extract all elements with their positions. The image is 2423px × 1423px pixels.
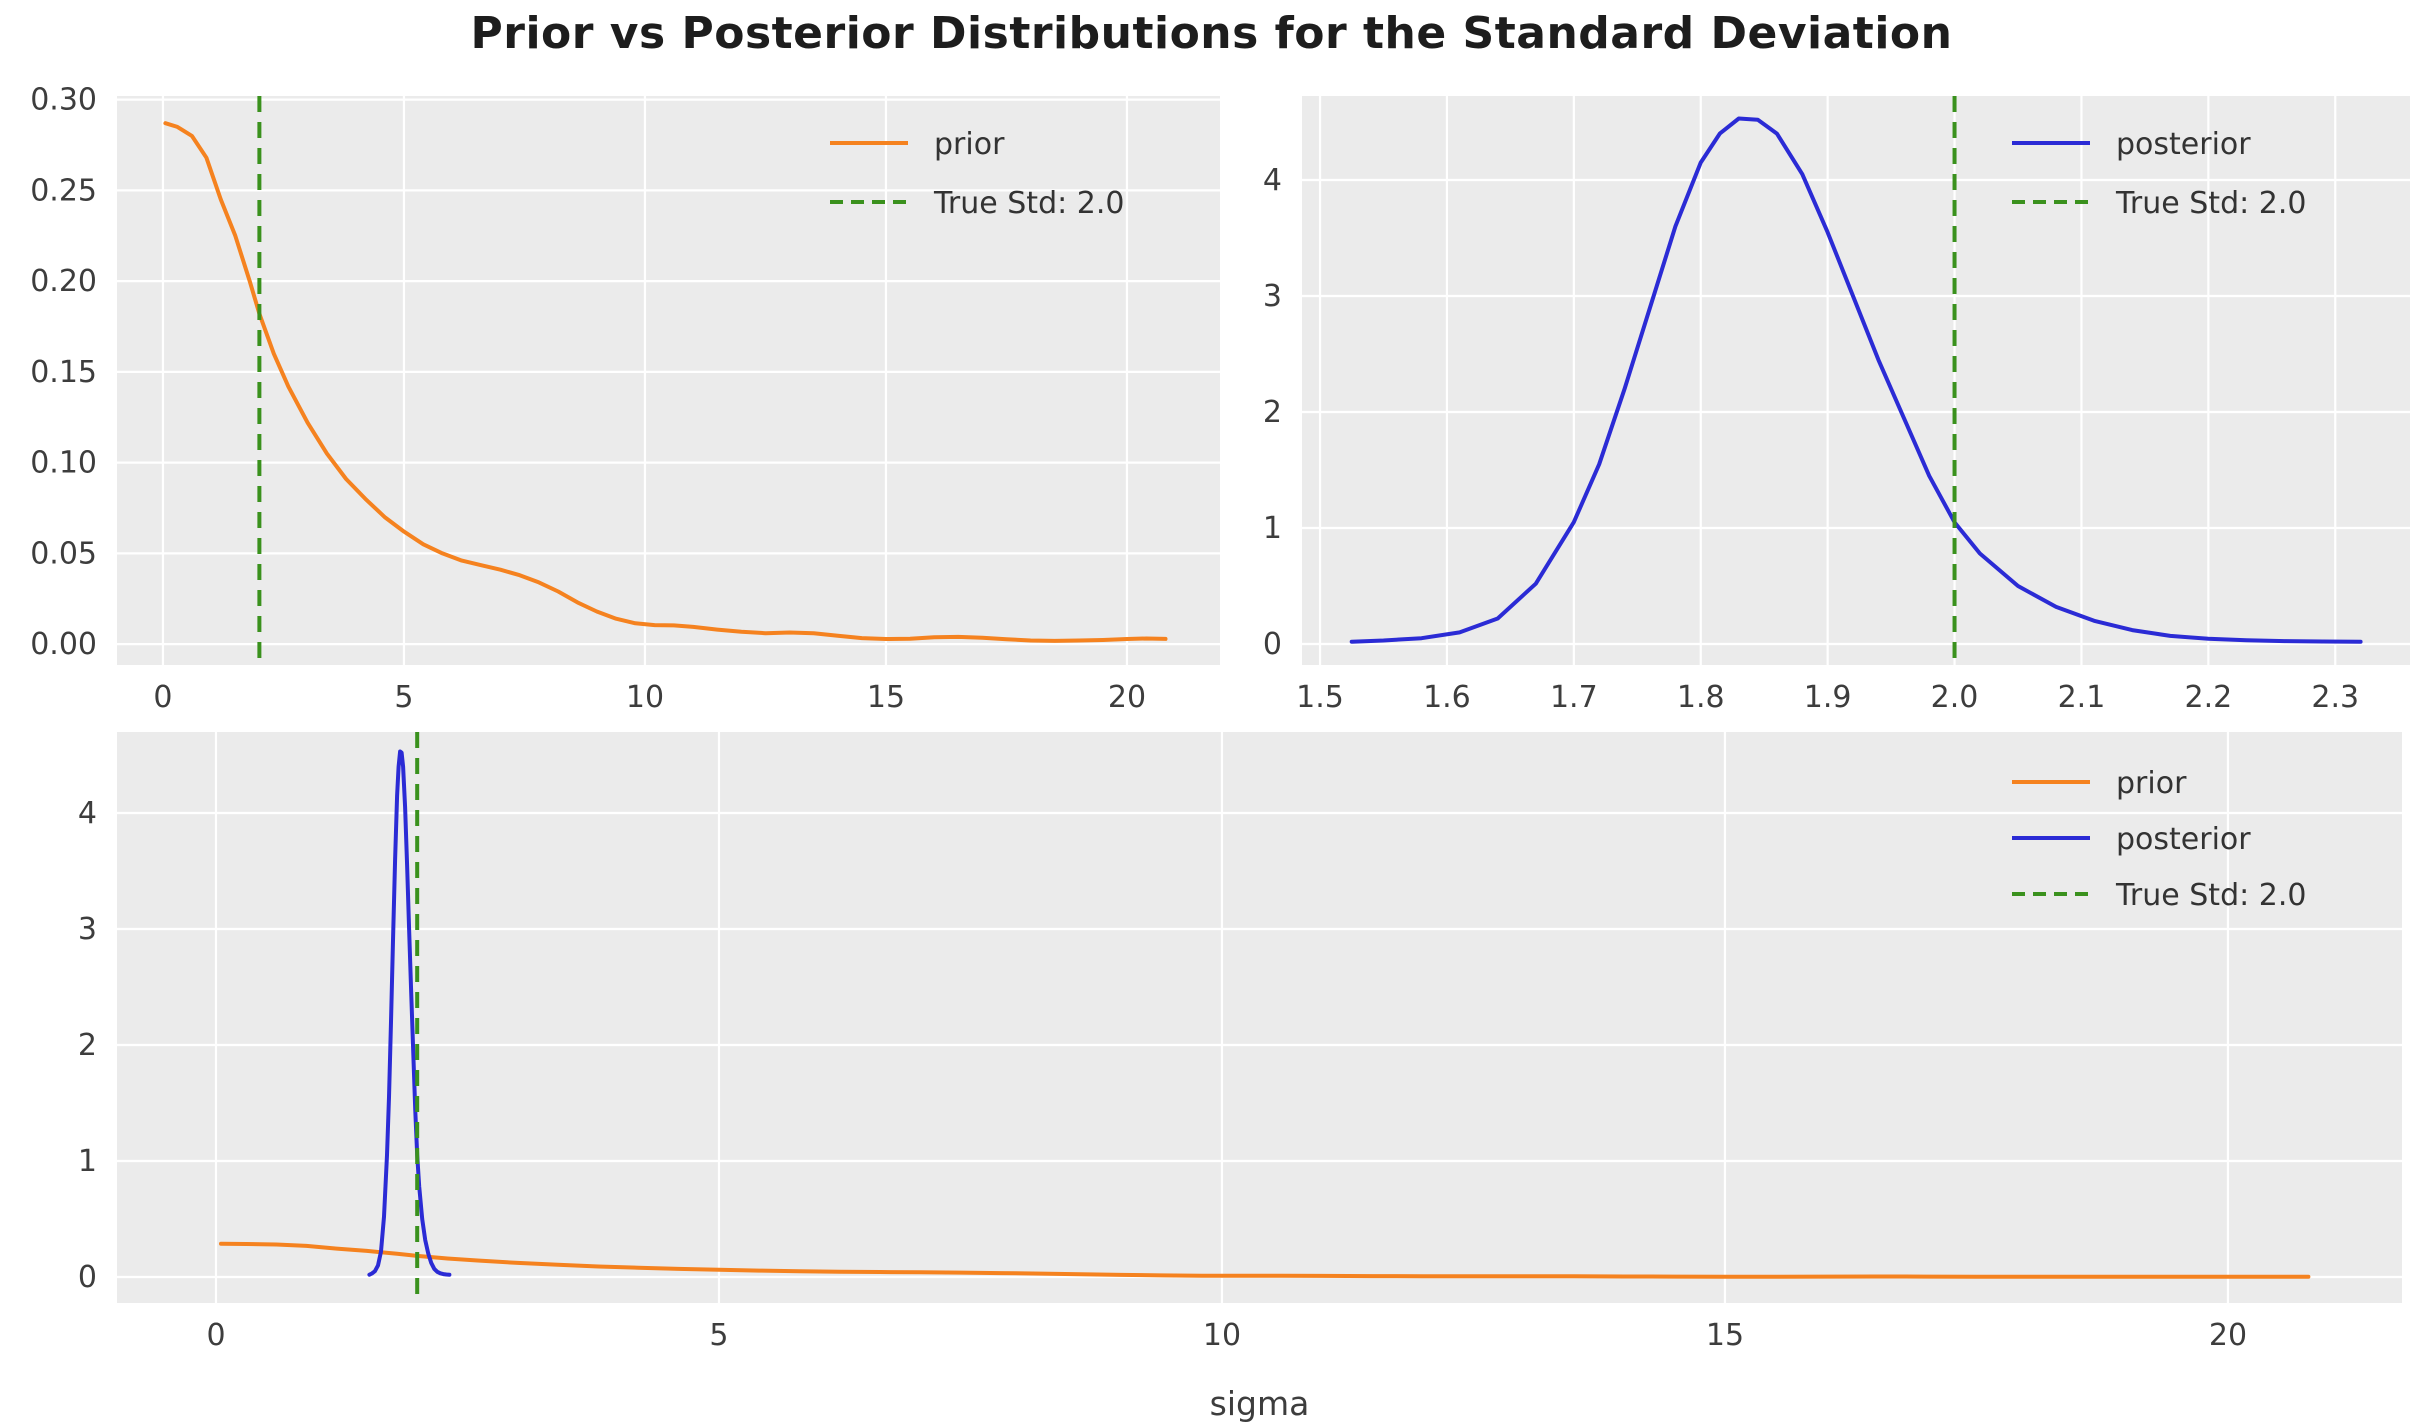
x-tick-label: 0 <box>153 680 172 715</box>
plot-area <box>1302 96 2410 665</box>
x-tick-label: 2.2 <box>2184 680 2232 715</box>
y-tick-label: 1 <box>78 1144 97 1179</box>
x-tick-label: 1.7 <box>1550 680 1598 715</box>
prior-curve <box>163 121 1168 643</box>
plot-area <box>117 96 1220 665</box>
posterior-panel: 1.5 1.6 1.7 1.8 1.9 2.0 2.1 2.2 2.3 0 1 2 3 4 posterio… <box>1263 96 2410 715</box>
legend-label: posterior <box>2116 127 2251 162</box>
x-tick-label: 0 <box>206 1318 225 1353</box>
prior-panel-legend: prior True Std: 2.0 <box>830 127 1124 221</box>
x-tick-label: 5 <box>709 1318 728 1353</box>
y-tick-label: 4 <box>1263 163 1282 198</box>
x-tick-label: 2.3 <box>2311 680 2359 715</box>
prior-curve <box>219 1241 2311 1279</box>
x-tick-label: 10 <box>626 680 664 715</box>
y-tick-label: 0.05 <box>30 536 97 571</box>
posterior-panel-legend: posterior True Std: 2.0 <box>2012 127 2306 221</box>
x-tick-label: 5 <box>394 680 413 715</box>
x-tick-label: 1.8 <box>1677 680 1725 715</box>
x-tick-label: 2.0 <box>1931 680 1979 715</box>
y-tick-label: 2 <box>78 1028 97 1063</box>
legend-label: prior <box>934 127 1005 162</box>
y-tick-label: 1 <box>1263 511 1282 546</box>
y-tick-label: 0.30 <box>30 83 97 118</box>
plot-area <box>117 732 2402 1303</box>
x-tick-label: 20 <box>1108 680 1146 715</box>
combined-panel: 0 5 10 15 20 0 1 2 3 4 sigma prior posterior True Std… <box>78 732 2402 1423</box>
x-tick-label: 15 <box>1706 1318 1744 1353</box>
y-tick-label: 3 <box>78 912 97 947</box>
x-tick-label: 20 <box>2209 1318 2247 1353</box>
x-tick-label: 10 <box>1203 1318 1241 1353</box>
y-tick-label: 0.00 <box>30 627 97 662</box>
x-axis-label: sigma <box>1210 1384 1310 1423</box>
legend-label: True Std: 2.0 <box>2115 878 2306 913</box>
x-tick-label: 1.6 <box>1423 680 1471 715</box>
legend-label: prior <box>2116 766 2187 801</box>
y-tick-label: 4 <box>78 796 97 831</box>
y-tick-label: 0.15 <box>30 355 97 390</box>
x-tick-label: 15 <box>867 680 905 715</box>
posterior-curve <box>1349 116 2363 644</box>
figure-title: Prior vs Posterior Distributions for the… <box>470 8 1953 59</box>
posterior-curve <box>367 749 452 1277</box>
x-tick-label: 1.9 <box>1804 680 1852 715</box>
legend-label: posterior <box>2116 822 2251 857</box>
y-tick-label: 0.20 <box>30 264 97 299</box>
y-tick-label: 3 <box>1263 279 1282 314</box>
y-tick-label: 2 <box>1263 395 1282 430</box>
y-tick-label: 0 <box>1263 627 1282 662</box>
y-tick-label: 0.25 <box>30 173 97 208</box>
legend-label: True Std: 2.0 <box>933 186 1124 221</box>
x-tick-label: 1.5 <box>1296 680 1344 715</box>
legend-label: True Std: 2.0 <box>2115 186 2306 221</box>
prior-panel: 0 5 10 15 20 0.00 0.05 0.10 0.15 0.20 0.25 0.30 prio… <box>30 83 1220 715</box>
x-tick-label: 2.1 <box>2058 680 2106 715</box>
y-tick-label: 0 <box>78 1260 97 1295</box>
y-tick-label: 0.10 <box>30 446 97 481</box>
combined-panel-legend: prior posterior True Std: 2.0 <box>2012 766 2306 913</box>
